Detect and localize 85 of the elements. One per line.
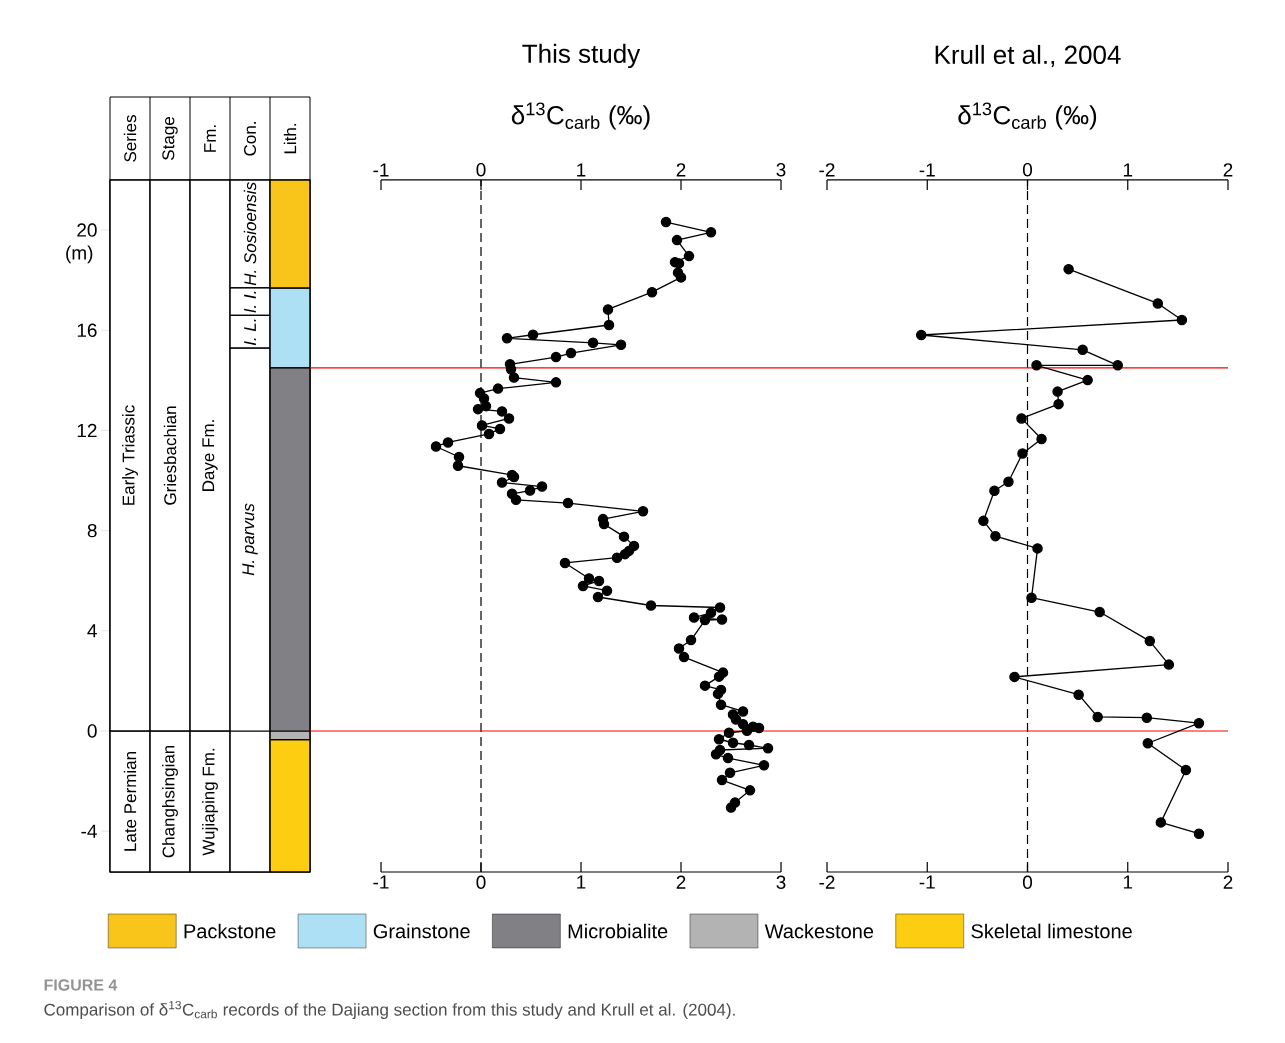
x2-tick-label: 1 — [577, 163, 586, 177]
y-tick-label: 0 — [87, 724, 97, 738]
point — [990, 530, 1001, 542]
legend-label: Wackestone — [764, 923, 874, 939]
point — [1152, 298, 1164, 309]
point — [1026, 592, 1037, 603]
point — [1141, 712, 1153, 723]
x2-tick-label: -2 — [819, 163, 835, 177]
x2-tick-label: 2 — [676, 163, 686, 177]
point — [1180, 764, 1192, 776]
x-tick-label: -1 — [373, 875, 389, 889]
x2-tick-label: -1 — [919, 163, 935, 177]
x-tick-label: -2 — [819, 875, 835, 889]
legend-label: Grainstone — [373, 923, 470, 939]
legend-label: Microbialite — [568, 923, 668, 939]
chart-title: This study — [522, 43, 641, 69]
data-label: H. Sosioensis — [243, 182, 257, 286]
point — [1016, 413, 1027, 424]
x-tick-label: Fm. — [204, 125, 216, 152]
x2-tick-label: 0 — [476, 162, 486, 177]
legend-label: Packstone — [184, 923, 276, 939]
data-label: Changhsingian — [162, 745, 178, 858]
point — [1053, 398, 1064, 410]
point — [915, 329, 927, 341]
x2-tick-label: 2 — [1223, 163, 1233, 177]
x-tick-label: 0 — [476, 875, 486, 889]
x2-tick-label: -1 — [373, 163, 389, 177]
data-label: I. I. — [244, 291, 256, 313]
y-tick-label: 8 — [87, 523, 97, 538]
y-tick-label: 4 — [87, 624, 97, 638]
point — [1032, 543, 1043, 554]
x2-tick-label: 3 — [776, 162, 786, 177]
data-label: Early Triassic — [122, 405, 138, 505]
y-tick-label: 20 — [77, 223, 97, 237]
point — [1142, 738, 1154, 749]
point — [1144, 635, 1156, 647]
x-tick-label: Stage — [162, 117, 178, 160]
point — [1082, 374, 1093, 386]
x-tick-label: 3 — [776, 875, 786, 889]
y-axis-title: (m) — [66, 245, 93, 264]
text: Comparison of δ$^{13}$C$_{carb}$ records of the Dajiang section from this study and Krull et al. (2004). — [44, 1000, 735, 1020]
point — [1009, 671, 1020, 683]
y-tick-label: 16 — [77, 323, 97, 337]
point — [1017, 448, 1028, 459]
point — [989, 485, 1000, 497]
point — [1193, 828, 1205, 839]
point — [1077, 344, 1088, 356]
point — [1073, 689, 1084, 700]
y-tick-label: 12 — [77, 423, 97, 438]
x-tick-label: Lith. — [283, 123, 297, 154]
data-label: Wujiaping Fm. — [202, 748, 218, 856]
point — [1155, 817, 1167, 828]
point — [1094, 606, 1105, 618]
x-tick-label: Series — [123, 115, 137, 162]
x2-axis-title: δ$^{13}$C$_{carb}$ (‰) — [958, 102, 1097, 130]
caption: FIGURE 4 — [44, 979, 118, 991]
x-tick-label: -1 — [919, 875, 935, 889]
data-label: I. L. — [244, 319, 256, 346]
x-tick-label: 2 — [1223, 875, 1233, 889]
point — [1112, 360, 1123, 371]
x-tick-label: 1 — [577, 875, 586, 889]
data-label: Griesbachian — [163, 406, 177, 505]
chart-title: Krull et al., 2004 — [935, 44, 1121, 68]
data-label: H. parvus — [242, 503, 258, 576]
point — [1163, 659, 1175, 670]
point — [1052, 386, 1063, 397]
point — [1003, 476, 1014, 488]
data-label: Daye Fm. — [202, 420, 218, 491]
point — [1193, 717, 1205, 729]
point — [1031, 360, 1042, 371]
legend-label: Skeletal limestone — [971, 923, 1132, 939]
point — [978, 515, 989, 527]
point — [1063, 263, 1074, 275]
x2-axis-title: δ$^{13}$C$_{carb}$ (‰) — [511, 102, 650, 130]
data-label: Late Permian — [123, 752, 137, 851]
point — [1036, 433, 1047, 445]
x2-tick-label: 1 — [1123, 163, 1133, 177]
point — [1176, 314, 1188, 326]
x-tick-label: Con. — [243, 122, 257, 156]
x-tick-label: 2 — [676, 875, 686, 889]
y-tick-label: -4 — [81, 824, 97, 838]
x2-tick-label: 0 — [1022, 162, 1033, 177]
point — [1092, 711, 1103, 723]
x-tick-label: 0 — [1022, 875, 1033, 889]
x-tick-label: 1 — [1123, 875, 1133, 889]
